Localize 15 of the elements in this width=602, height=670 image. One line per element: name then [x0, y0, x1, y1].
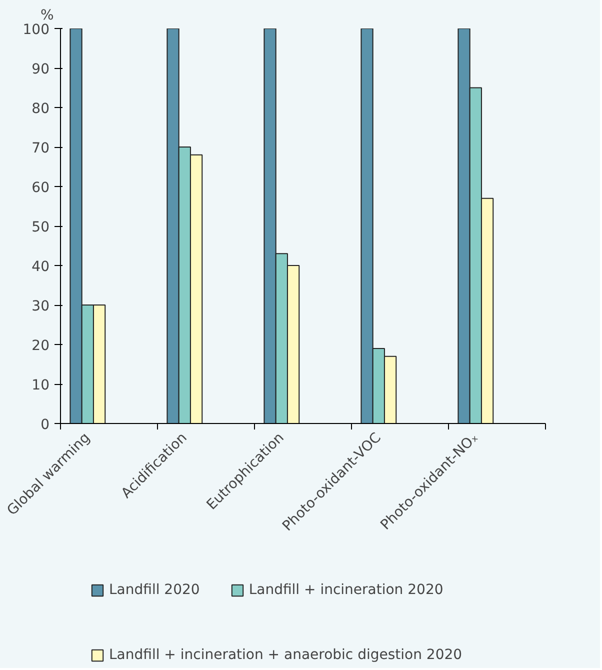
legend-label: Landfill + incineration + anaerobic digestion 2020	[109, 647, 462, 663]
y-tick-label: 50	[32, 220, 50, 236]
y-tick-label: 40	[32, 259, 50, 275]
y-tick-label: 60	[32, 180, 50, 196]
y-tick-label: 10	[32, 378, 50, 394]
y-tick-label: 30	[32, 298, 50, 314]
y-tick-label: 80	[32, 101, 50, 117]
legend-label: Landfill 2020	[109, 582, 200, 598]
y-tick-label: 90	[32, 62, 50, 78]
y-axis-title: %	[40, 8, 54, 24]
y-tick-label: 100	[22, 22, 50, 38]
y-tick-label: 70	[32, 140, 50, 156]
y-tick-label: 0	[40, 417, 50, 433]
legend-label: Landfill + incineration 2020	[248, 582, 444, 598]
y-tick-label: 20	[32, 338, 50, 354]
